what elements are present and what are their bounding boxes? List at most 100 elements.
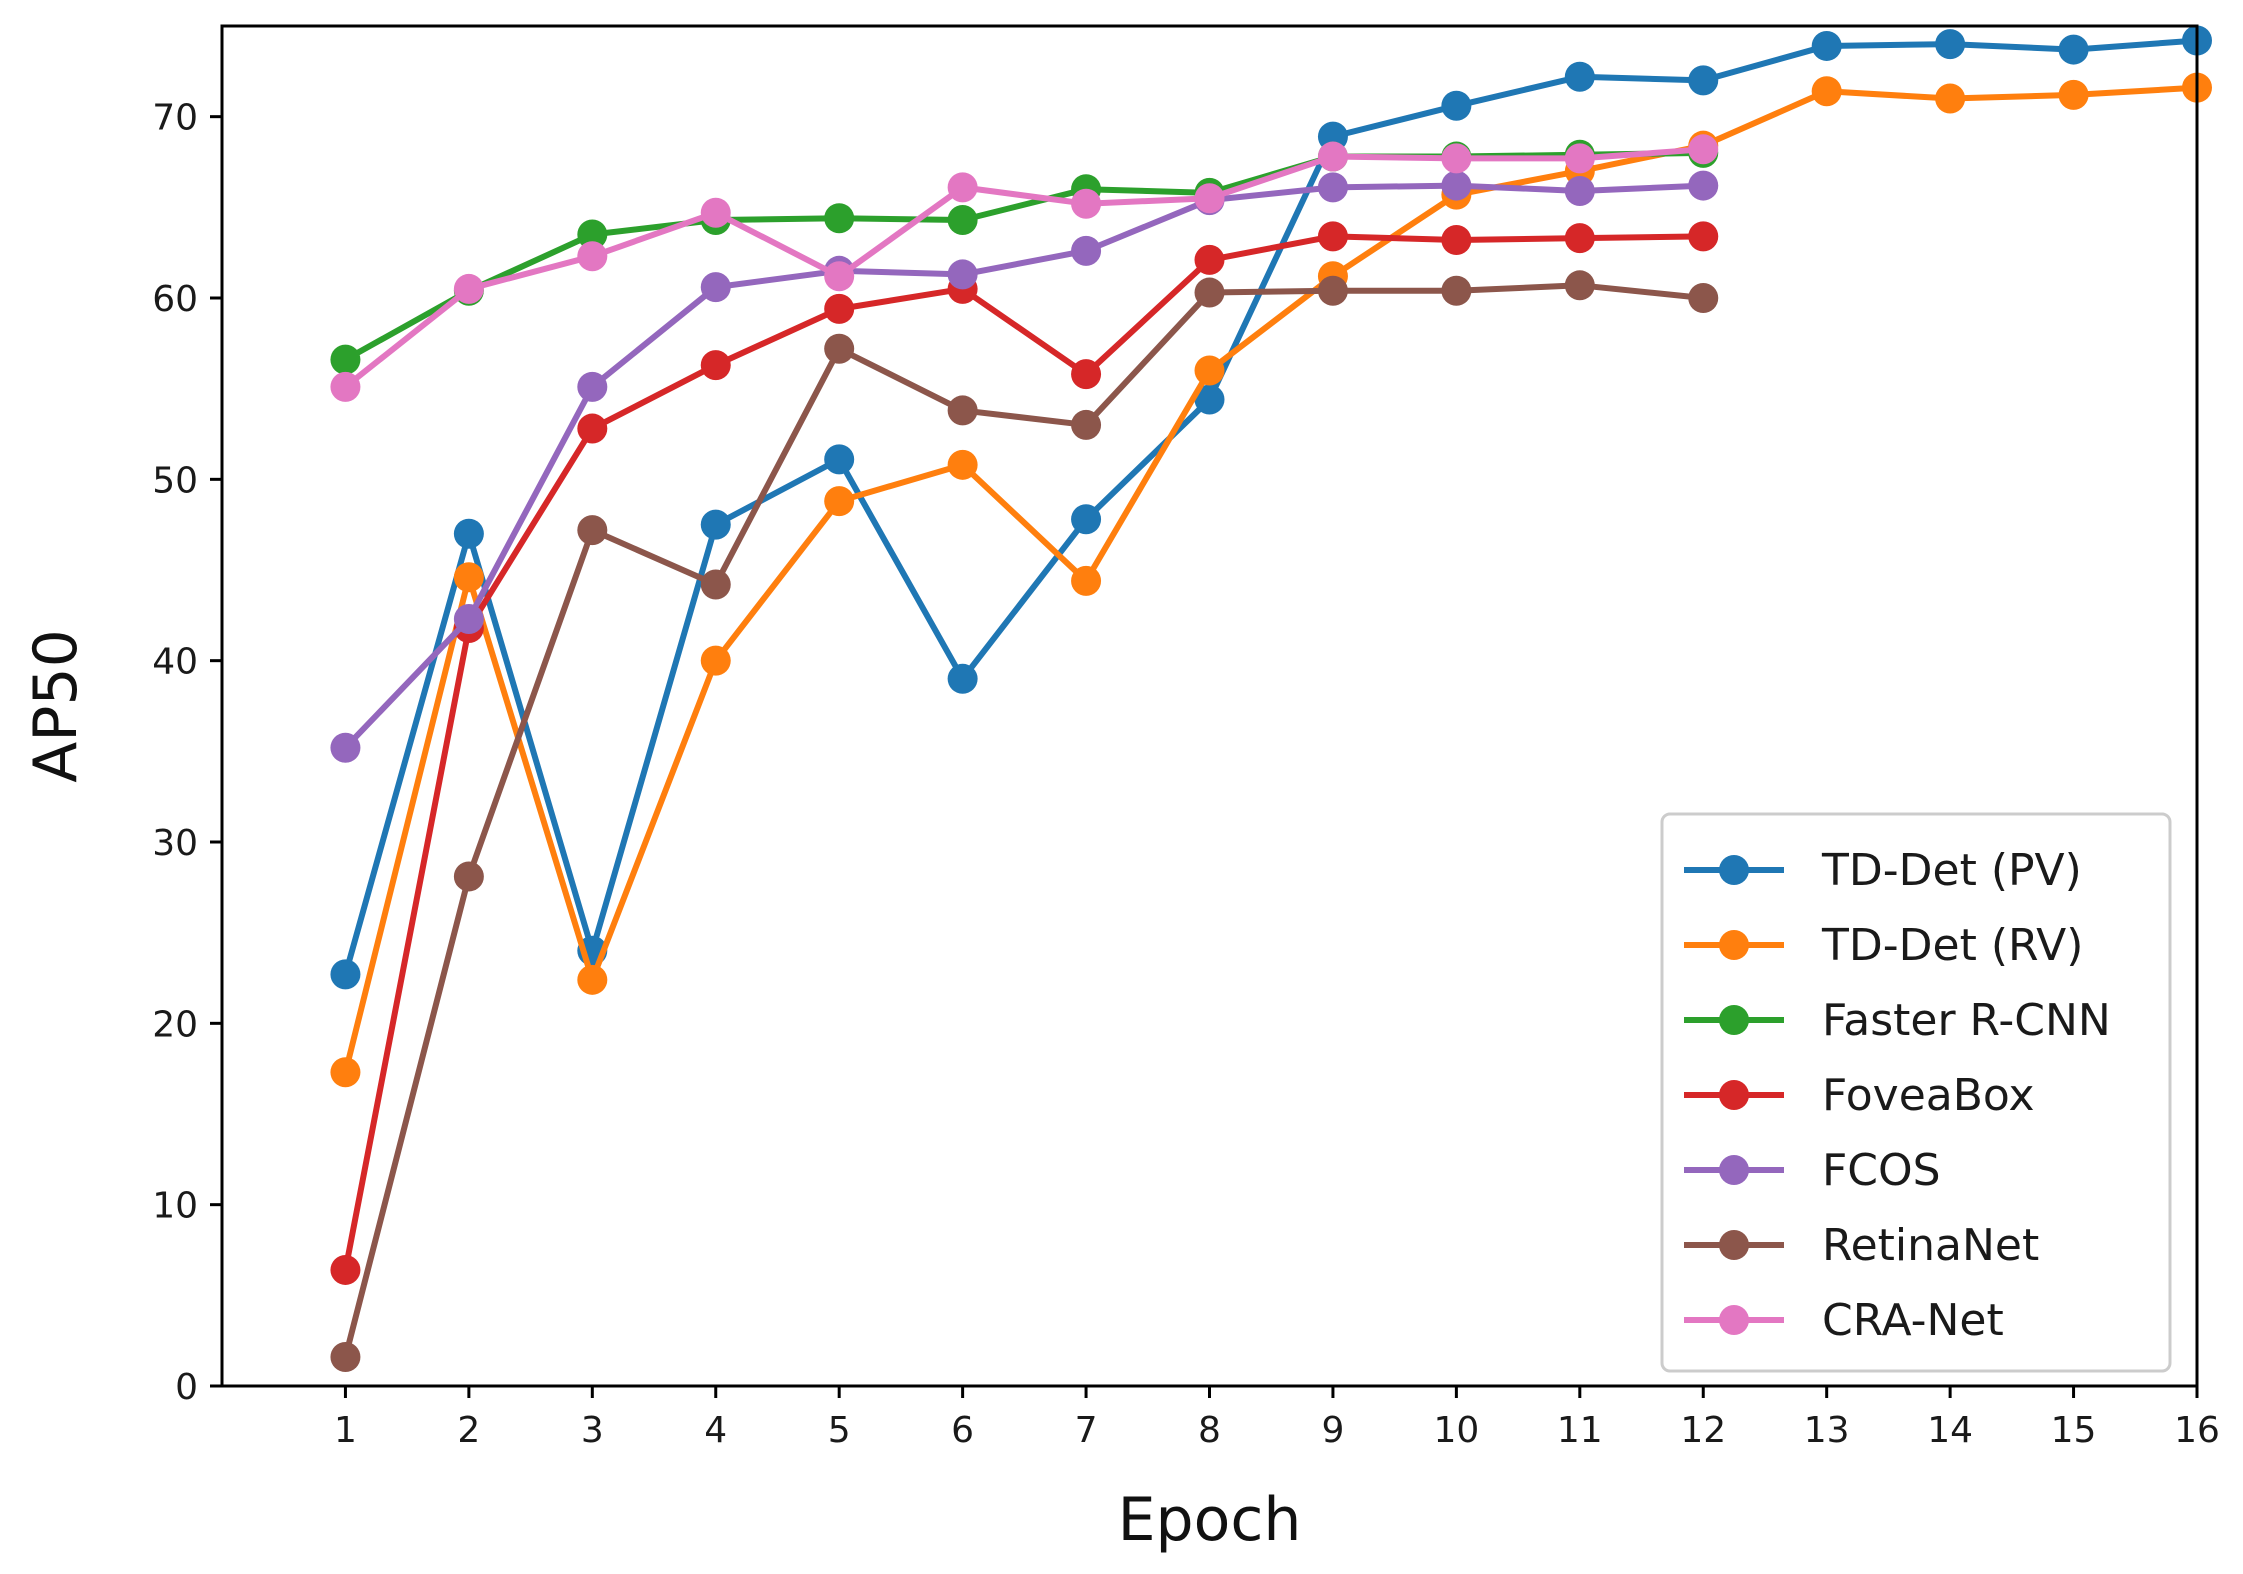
data-point — [330, 732, 361, 763]
series-line — [342, 37, 2198, 976]
series-layer — [330, 25, 2212, 1372]
data-point — [1071, 565, 1102, 596]
x-tick-label: 11 — [1557, 1410, 1603, 1451]
legend: TD-Det (PV) TD-Det (RV) Faster R-CNN FoveaB… — [1660, 812, 2172, 1373]
data-point — [1811, 76, 1842, 107]
x-tick-label: 4 — [704, 1410, 727, 1451]
data-point — [1441, 143, 1472, 174]
data-point — [453, 603, 484, 634]
data-point — [1441, 275, 1472, 306]
data-point — [1071, 359, 1102, 390]
data-point — [1441, 170, 1472, 201]
series-faster-r-cnn — [330, 137, 1719, 375]
x-tick-label: 7 — [1075, 1410, 1098, 1451]
y-tick-label: 20 — [152, 1004, 198, 1045]
data-point — [700, 350, 731, 381]
data-point — [1564, 176, 1595, 207]
data-point — [1935, 83, 1966, 114]
legend-swatch-marker — [1719, 1080, 1749, 1110]
data-point — [1071, 188, 1102, 219]
x-tick-label: 6 — [951, 1410, 974, 1451]
data-point — [1688, 65, 1719, 96]
data-point — [1688, 134, 1719, 165]
legend-label: Faster R-CNN — [1822, 995, 2111, 1046]
legend-swatch-marker — [1719, 855, 1749, 885]
data-point — [2058, 34, 2089, 65]
data-point — [1194, 244, 1225, 275]
data-point — [824, 333, 855, 364]
y-axis-label: AP50 — [21, 629, 91, 783]
data-point — [1935, 29, 1966, 60]
data-point — [1071, 504, 1102, 535]
x-tick-label: 1 — [334, 1410, 357, 1451]
data-point — [1317, 141, 1348, 172]
data-point — [1441, 224, 1472, 255]
data-point — [577, 371, 608, 402]
x-tick-label: 9 — [1321, 1410, 1344, 1451]
data-point — [330, 371, 361, 402]
x-tick-label: 3 — [581, 1410, 604, 1451]
data-point — [947, 259, 978, 290]
series-cra-net — [330, 134, 1719, 402]
x-tick-label: 15 — [2051, 1410, 2097, 1451]
data-point — [947, 172, 978, 203]
legend-swatch-marker — [1719, 1305, 1749, 1335]
series-line — [343, 182, 1704, 750]
data-point — [1194, 384, 1225, 415]
data-point — [824, 444, 855, 475]
legend-swatch-marker — [1719, 930, 1749, 960]
series-foveabox — [330, 221, 1719, 1285]
legend-label: FoveaBox — [1822, 1070, 2035, 1121]
series-retinanet — [330, 270, 1719, 1372]
data-point — [947, 663, 978, 694]
data-point — [577, 219, 608, 250]
data-point — [700, 509, 731, 540]
data-point — [1071, 235, 1102, 266]
data-point — [577, 241, 608, 272]
series-line — [342, 282, 1704, 1358]
x-tick-label: 10 — [1433, 1410, 1479, 1451]
series-line — [342, 233, 1704, 1271]
legend-item: Faster R-CNN — [1684, 995, 2111, 1046]
data-point — [330, 1341, 361, 1372]
y-axis-ticks: 0 10 20 30 40 50 60 70 — [152, 98, 222, 1408]
legend-item: TD-Det (RV) — [1684, 920, 2083, 971]
data-point — [330, 959, 361, 990]
data-point — [1688, 283, 1719, 313]
data-point — [1564, 143, 1595, 174]
data-point — [577, 413, 608, 444]
legend-item: CRA-Net — [1684, 1295, 2004, 1346]
data-point — [453, 562, 484, 593]
data-point — [1564, 270, 1595, 301]
data-point — [1194, 277, 1225, 308]
y-tick-label: 10 — [152, 1186, 198, 1227]
x-tick-label: 16 — [2174, 1410, 2220, 1451]
y-tick-label: 0 — [175, 1367, 198, 1408]
x-tick-label: 12 — [1680, 1410, 1726, 1451]
data-point — [1317, 221, 1348, 252]
series-line — [342, 84, 2198, 1074]
data-point — [330, 1254, 361, 1285]
data-point — [1441, 90, 1472, 121]
data-point — [947, 449, 978, 480]
data-point — [453, 861, 484, 892]
data-point — [453, 518, 484, 549]
data-point — [824, 293, 855, 324]
x-tick-label: 8 — [1198, 1410, 1221, 1451]
data-point — [1688, 221, 1719, 252]
legend-label: RetinaNet — [1822, 1220, 2039, 1271]
legend-swatch-marker — [1719, 1155, 1749, 1185]
series-td-det-pv — [330, 25, 2212, 990]
data-point — [1317, 172, 1348, 203]
data-point — [2058, 79, 2089, 110]
x-tick-label: 5 — [828, 1410, 851, 1451]
series-fcos — [330, 170, 1719, 763]
y-tick-label: 50 — [152, 460, 198, 501]
data-point — [577, 515, 608, 546]
data-point — [1071, 409, 1102, 440]
data-point — [577, 964, 608, 995]
data-point — [330, 1057, 361, 1088]
data-point — [824, 486, 855, 517]
